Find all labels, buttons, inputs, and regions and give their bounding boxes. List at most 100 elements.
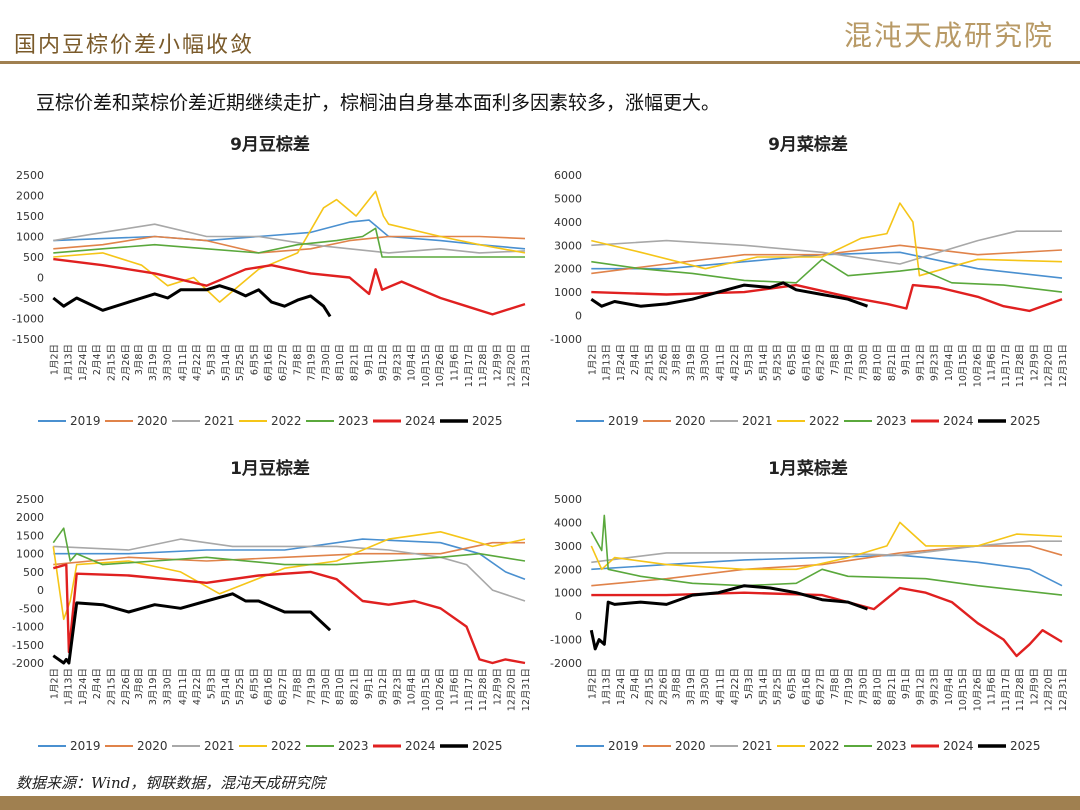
x-tick-label: 9月1日: [901, 668, 912, 699]
x-tick-label: 2月15日: [644, 344, 655, 381]
y-tick-label: 1000: [554, 286, 582, 299]
y-tick-label: 2500: [16, 493, 44, 506]
footer-bar: [0, 796, 1080, 810]
y-tick-label: 0: [575, 310, 582, 323]
x-tick-label: 12月9日: [492, 668, 503, 705]
x-tick-label: 6月16日: [801, 668, 812, 705]
x-tick-label: 12月20日: [507, 668, 518, 711]
x-tick-label: 3月8日: [134, 668, 145, 699]
x-tick-label: 5月3日: [207, 668, 218, 699]
series-line-2021: [53, 538, 526, 602]
x-tick-label: 5月25日: [773, 344, 784, 381]
series-line-2023: [52, 527, 526, 566]
x-tick-label: 7月30日: [858, 668, 869, 705]
legend-label-2020: 2020: [675, 739, 706, 753]
chart-title: 1月豆棕差: [230, 458, 310, 479]
header-divider: [0, 61, 1080, 64]
y-tick-label: -1500: [12, 333, 44, 346]
x-tick-label: 10月26日: [435, 344, 446, 387]
x-tick-label: 7月30日: [321, 668, 332, 705]
series-line-2023: [590, 514, 1063, 596]
x-tick-label: 7月8日: [830, 344, 841, 375]
x-tick-label: 9月23日: [930, 344, 941, 381]
x-tick-label: 2月15日: [106, 344, 117, 381]
x-tick-label: 10月4日: [944, 344, 955, 381]
x-tick-label: 6月27日: [278, 344, 289, 381]
x-tick-label: 12月31日: [1058, 344, 1069, 387]
legend-label-2021: 2021: [742, 739, 773, 753]
x-tick-label: 12月9日: [492, 344, 503, 381]
series-line-2024: [591, 283, 1063, 313]
x-tick-label: 5月25日: [235, 668, 246, 705]
legend-label-2023: 2023: [338, 739, 369, 753]
x-tick-label: 10月15日: [958, 668, 969, 711]
x-tick-label: 2月26日: [659, 668, 670, 705]
x-tick-label: 1月2日: [587, 344, 598, 375]
y-tick-label: 2000: [16, 511, 44, 524]
x-tick-label: 11月28日: [478, 668, 489, 711]
series-line-2023: [591, 258, 1063, 293]
legend-label-2019: 2019: [70, 414, 101, 428]
x-tick-label: 9月1日: [901, 344, 912, 375]
legend-label-2024: 2024: [405, 414, 436, 428]
x-tick-label: 1月13日: [64, 344, 75, 381]
x-tick-label: 7月8日: [292, 344, 303, 375]
x-tick-label: 8月21日: [349, 668, 360, 705]
x-tick-label: 2月4日: [630, 668, 641, 699]
x-tick-label: 3月30日: [700, 668, 711, 705]
series-line-2021: [591, 230, 1062, 265]
x-tick-label: 11月28日: [1015, 344, 1026, 387]
x-tick-label: 7月30日: [858, 344, 869, 381]
y-tick-label: 0: [37, 272, 44, 285]
x-tick-label: 2月4日: [630, 344, 641, 375]
legend-label-2023: 2023: [876, 414, 907, 428]
y-tick-label: 5000: [554, 493, 582, 506]
legend-label-2022: 2022: [271, 414, 302, 428]
x-tick-label: 9月1日: [364, 668, 375, 699]
brand-logo: 混沌天成研究院: [843, 19, 1054, 52]
series-line-2021: [591, 540, 1062, 564]
x-tick-label: 1月24日: [78, 344, 89, 381]
x-tick-label: 9月23日: [392, 668, 403, 705]
x-tick-label: 7月8日: [830, 668, 841, 699]
x-tick-label: 8月21日: [349, 344, 360, 381]
legend-label-2022: 2022: [271, 739, 302, 753]
header: 国内豆棕价差小幅收敛 混沌天成研究院: [0, 0, 1080, 64]
x-tick-label: 6月5日: [787, 344, 798, 375]
legend-label-2019: 2019: [608, 414, 639, 428]
x-tick-label: 1月2日: [49, 668, 60, 699]
x-tick-label: 6月27日: [816, 668, 827, 705]
x-tick-label: 11月17日: [464, 668, 475, 711]
legend-label-2019: 2019: [608, 739, 639, 753]
series-line-2023: [53, 227, 525, 258]
x-tick-label: 12月31日: [521, 344, 532, 387]
x-tick-label: 1月13日: [64, 668, 75, 705]
y-tick-label: 500: [23, 566, 44, 579]
y-tick-label: 5000: [554, 192, 582, 205]
series-line-2019: [53, 538, 526, 580]
y-tick-label: -2000: [550, 657, 582, 670]
legend-label-2019: 2019: [70, 739, 101, 753]
x-tick-label: 5月14日: [758, 668, 769, 705]
x-tick-label: 5月3日: [744, 344, 755, 375]
x-tick-label: 2月15日: [106, 668, 117, 705]
series-line-2022: [53, 190, 526, 303]
legend-label-2020: 2020: [137, 739, 168, 753]
series-line-2025: [589, 584, 869, 651]
x-tick-label: 5月14日: [221, 668, 232, 705]
x-tick-label: 5月25日: [235, 344, 246, 381]
data-source-note: 数据来源：Wind，钢联数据，混沌天成研究院: [16, 774, 326, 792]
legend-label-2024: 2024: [405, 739, 436, 753]
y-tick-label: 2000: [554, 263, 582, 276]
x-tick-label: 11月28日: [478, 344, 489, 387]
legend-label-2022: 2022: [809, 414, 840, 428]
series-line-2025: [52, 284, 332, 318]
legend-label-2025: 2025: [1010, 739, 1041, 753]
x-tick-label: 4月22日: [730, 344, 741, 381]
y-tick-label: 3000: [554, 239, 582, 252]
y-tick-label: 1000: [554, 587, 582, 600]
series-line-2025: [52, 592, 332, 665]
series-line-2025: [590, 281, 869, 308]
page-title: 国内豆棕价差小幅收敛: [14, 33, 255, 58]
